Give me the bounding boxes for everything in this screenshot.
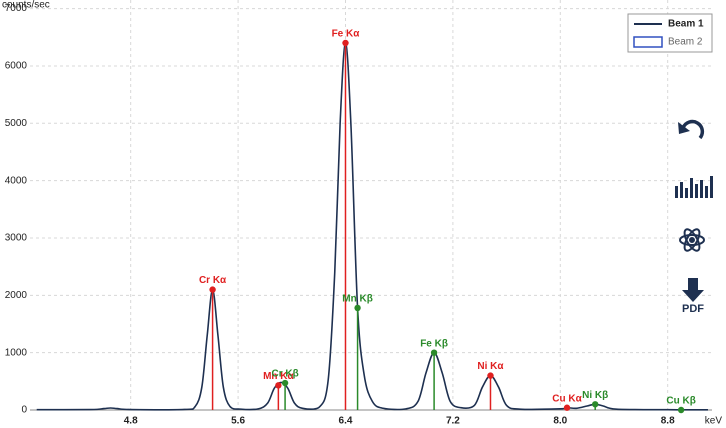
peak-label: Mn Kα xyxy=(263,371,294,382)
atom-button[interactable] xyxy=(679,227,705,253)
icon-bar xyxy=(685,188,688,198)
peak-dot xyxy=(487,372,494,379)
undo-head xyxy=(678,122,690,134)
undo-arc xyxy=(681,119,705,140)
x-tick-label: 5.6 xyxy=(231,416,245,427)
y-tick-label: 4000 xyxy=(5,175,28,186)
peak-label: Cr Kα xyxy=(199,275,227,286)
icon-bar xyxy=(705,186,708,198)
icon-bar xyxy=(690,178,693,198)
peak-label: Cu Kα xyxy=(552,393,582,404)
peak-dot xyxy=(592,401,599,408)
peak-label: Ni Kα xyxy=(477,361,504,372)
orbit xyxy=(683,228,701,252)
x-tick-label: 7.2 xyxy=(446,416,460,427)
y-tick-label: 6000 xyxy=(5,61,28,72)
orbit xyxy=(683,228,701,252)
peak-dot xyxy=(342,39,349,47)
nucleus xyxy=(689,237,695,243)
peak-dot xyxy=(275,382,282,389)
y-tick-label: 1000 xyxy=(5,347,28,358)
x-tick-label: 4.8 xyxy=(124,416,138,427)
legend: Beam 1 Beam 2 xyxy=(627,13,713,53)
orbit xyxy=(679,234,705,246)
pdf-button[interactable]: PDF xyxy=(682,278,704,315)
pdf-label: PDF xyxy=(682,303,704,315)
spectrum-button[interactable] xyxy=(675,176,713,198)
x-axis-label: keV xyxy=(705,416,723,427)
legend-label: Beam 1 xyxy=(668,19,704,30)
peak-label: Cr Kβ xyxy=(271,369,298,380)
legend-box xyxy=(627,13,713,53)
peak-dot xyxy=(677,406,685,414)
x-tick-label: 8.0 xyxy=(553,416,567,427)
download-arrow xyxy=(682,278,704,302)
icon-bar xyxy=(710,176,713,198)
peak-label: Mn Kβ xyxy=(342,294,373,305)
peak-dot xyxy=(281,379,289,387)
peak-label: Fe Kβ xyxy=(420,338,448,349)
y-tick-label: 2000 xyxy=(5,290,28,301)
grid: 0 1000 2000 3000 4000 5000 6000 7000 4.8 5.6 6.4 7.… xyxy=(5,0,712,427)
y-tick-label: 5000 xyxy=(5,118,28,129)
peak-dot xyxy=(354,304,361,312)
peak-dot xyxy=(209,286,216,293)
legend-swatch xyxy=(633,36,663,48)
icon-bar xyxy=(700,180,703,198)
icon-bar xyxy=(680,182,683,198)
y-axis-label: counts/sec xyxy=(2,0,50,11)
y-tick-label: 0 xyxy=(21,405,27,416)
x-tick-label: 8.8 xyxy=(661,416,675,427)
y-tick-label: 3000 xyxy=(5,233,28,244)
x-tick-label: 6.4 xyxy=(339,416,353,427)
peak-label: Cu Kβ xyxy=(666,396,695,407)
peak-label: Fe Kα xyxy=(332,29,361,40)
peak-dot xyxy=(563,404,571,411)
icon-bar xyxy=(695,184,698,198)
spectrum-line xyxy=(36,42,708,411)
peak-dot xyxy=(430,349,438,356)
icon-bar xyxy=(675,186,678,198)
undo-button[interactable] xyxy=(678,119,705,140)
y-tick-label: 7000 xyxy=(5,3,28,14)
peak-label: Ni Kβ xyxy=(582,390,608,401)
legend-label: Beam 2 xyxy=(668,37,703,48)
